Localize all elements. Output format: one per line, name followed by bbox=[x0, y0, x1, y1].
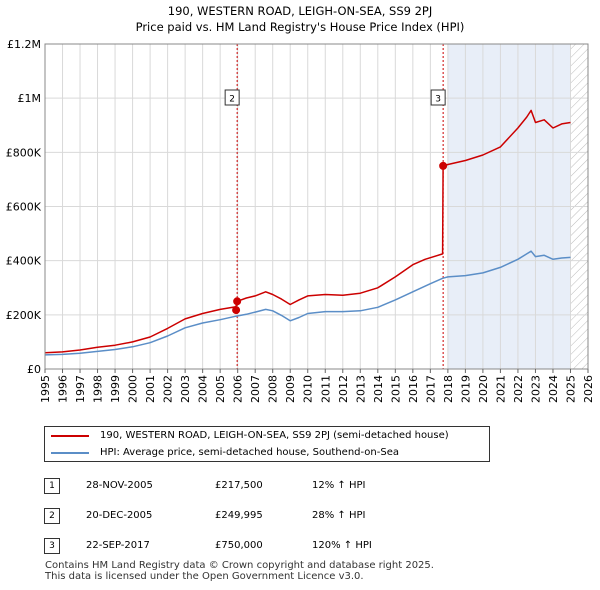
sale-number-badge: 1 bbox=[44, 478, 60, 494]
sale-point-1 bbox=[232, 306, 241, 315]
x-tick-label: 2002 bbox=[162, 375, 175, 403]
x-tick-label: 2025 bbox=[564, 375, 577, 403]
legend: 190, WESTERN ROAD, LEIGH-ON-SEA, SS9 2PJ… bbox=[44, 426, 490, 462]
sale-date: 20-DEC-2005 bbox=[86, 510, 153, 521]
sale-hpi-change: 12% ↑ HPI bbox=[312, 480, 366, 491]
x-tick-label: 2024 bbox=[547, 375, 560, 403]
y-tick-label: £1.2M bbox=[7, 38, 41, 51]
x-tick-label: 2005 bbox=[214, 375, 227, 403]
x-tick-label: 2020 bbox=[477, 375, 490, 403]
sale-label-box-3 bbox=[430, 89, 446, 106]
chart-title: 190, WESTERN ROAD, LEIGH-ON-SEA, SS9 2PJ bbox=[168, 4, 432, 18]
x-tick-label: 2011 bbox=[319, 375, 332, 403]
sale-hpi-change: 28% ↑ HPI bbox=[312, 510, 366, 521]
sale-point-2 bbox=[233, 297, 242, 306]
x-tick-label: 2012 bbox=[337, 375, 350, 403]
y-tick-label: £1M bbox=[18, 92, 42, 105]
x-tick-label: 2022 bbox=[512, 375, 525, 403]
y-tick-label: £200K bbox=[6, 309, 42, 322]
table-row: 1 28-NOV-2005 £217,500 12% ↑ HPI bbox=[0, 475, 600, 499]
x-tick-label: 2017 bbox=[424, 375, 437, 403]
sale-label-2: 2 bbox=[229, 95, 235, 105]
sale-date: 28-NOV-2005 bbox=[86, 480, 153, 491]
legend-label-property: 190, WESTERN ROAD, LEIGH-ON-SEA, SS9 2PJ… bbox=[100, 430, 449, 441]
y-tick-label: £0 bbox=[27, 363, 41, 376]
x-tick-label: 2008 bbox=[267, 375, 280, 403]
x-tick-label: 2000 bbox=[127, 375, 140, 403]
sale-number-badge: 2 bbox=[44, 508, 60, 524]
x-tick-label: 2015 bbox=[389, 375, 402, 403]
x-tick-label: 2018 bbox=[442, 375, 455, 403]
x-tick-label: 2014 bbox=[372, 375, 385, 403]
x-tick-label: 1995 bbox=[39, 375, 52, 403]
sale-hpi-change: 120% ↑ HPI bbox=[312, 540, 372, 551]
x-tick-label: 2009 bbox=[284, 375, 297, 403]
x-tick-label: 1999 bbox=[109, 375, 122, 403]
legend-swatch-hpi bbox=[51, 452, 89, 454]
y-tick-label: £400K bbox=[6, 255, 42, 268]
x-tick-label: 2007 bbox=[249, 375, 262, 403]
footer: Contains HM Land Registry data © Crown c… bbox=[45, 560, 434, 582]
x-tick-label: 2019 bbox=[459, 375, 472, 403]
table-row: 2 20-DEC-2005 £249,995 28% ↑ HPI bbox=[0, 505, 600, 529]
plot-border bbox=[44, 43, 589, 370]
sale-date: 22-SEP-2017 bbox=[86, 540, 150, 551]
y-tick-label: £600K bbox=[6, 201, 42, 214]
legend-label-hpi: HPI: Average price, semi-detached house,… bbox=[100, 447, 399, 458]
chart-subtitle: Price paid vs. HM Land Registry's House … bbox=[136, 20, 465, 34]
x-tick-label: 1996 bbox=[57, 375, 70, 403]
x-tick-label: 2021 bbox=[494, 375, 507, 403]
x-tick-label: 2023 bbox=[529, 375, 542, 403]
sale-label-box-2 bbox=[224, 89, 240, 106]
x-tick-label: 2013 bbox=[354, 375, 367, 403]
series-line-property bbox=[44, 109, 571, 354]
legend-swatch-property bbox=[51, 435, 89, 437]
sale-point-3 bbox=[439, 161, 448, 170]
x-tick-label: 2004 bbox=[197, 375, 210, 403]
x-tick-label: 2016 bbox=[407, 375, 420, 403]
footer-licence: This data is licensed under the Open Gov… bbox=[45, 571, 364, 582]
x-tick-label: 2001 bbox=[144, 375, 157, 403]
x-tick-label: 2010 bbox=[302, 375, 315, 403]
x-tick-label: 2003 bbox=[179, 375, 192, 403]
footer-copyright: Contains HM Land Registry data © Crown c… bbox=[45, 560, 434, 571]
sale-price: £249,995 bbox=[215, 510, 263, 521]
sale-price: £750,000 bbox=[215, 540, 263, 551]
x-tick-label: 1997 bbox=[74, 375, 87, 403]
x-tick-label: 1998 bbox=[92, 375, 105, 403]
sale-label-3: 3 bbox=[435, 95, 441, 105]
series-line-hpi bbox=[44, 250, 571, 356]
x-tick-label: 2006 bbox=[232, 375, 245, 403]
y-tick-label: £800K bbox=[6, 146, 42, 159]
table-row: 3 22-SEP-2017 £750,000 120% ↑ HPI bbox=[0, 535, 600, 559]
chart: 190, WESTERN ROAD, LEIGH-ON-SEA, SS9 2PJ… bbox=[6, 4, 595, 403]
sale-number-badge: 3 bbox=[44, 538, 60, 554]
sale-price: £217,500 bbox=[215, 480, 263, 491]
x-tick-label: 2026 bbox=[582, 375, 595, 403]
